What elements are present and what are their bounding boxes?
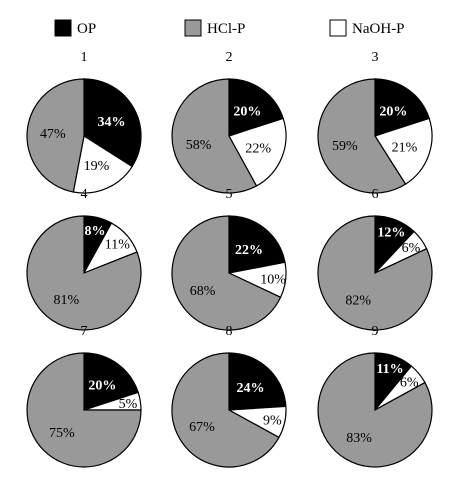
pie-2-slice-op bbox=[228, 78, 284, 137]
pie-3-label-naoh-p: 21% bbox=[392, 141, 418, 156]
pie-8-label-hcl-p: 67% bbox=[189, 420, 215, 435]
panel-label-5: 5 bbox=[226, 187, 233, 202]
pie-2-label-naoh-p: 22% bbox=[245, 142, 271, 157]
pie-4-slice-hcl-p bbox=[26, 215, 142, 331]
pie-2-slice-naoh-p bbox=[228, 117, 287, 187]
pie-panel-1: 1 34% 19% 47% bbox=[26, 50, 142, 194]
pie-1-slice-naoh-p bbox=[72, 135, 133, 194]
panel-label-3: 3 bbox=[372, 50, 379, 65]
pie-4-label-naoh-p: 11% bbox=[105, 238, 130, 253]
pie-4-label-hcl-p: 81% bbox=[54, 293, 80, 308]
pie-6-label-op: 12% bbox=[377, 226, 405, 241]
pie-panel-7: 7 20%5% 75% bbox=[26, 324, 142, 468]
pie-8-label-naoh-p: 9% bbox=[263, 414, 282, 429]
pie-9-slice-hcl-p bbox=[317, 352, 433, 468]
pie-7-label-naoh-p: 5% bbox=[119, 397, 138, 412]
pie-8-slice-hcl-p bbox=[171, 352, 280, 468]
pie-5-slice-hcl-p bbox=[171, 215, 282, 331]
panel-label-6: 6 bbox=[372, 187, 379, 202]
pie-6-label-hcl-p: 82% bbox=[345, 293, 371, 308]
pie-2-slice-hcl-p bbox=[171, 78, 258, 194]
legend-swatch-naoh-p bbox=[329, 19, 347, 37]
pie-panel-8: 8 24% 9% 67% bbox=[171, 324, 287, 468]
pie-2-label-hcl-p: 58% bbox=[186, 138, 212, 153]
pie-9-label-hcl-p: 83% bbox=[346, 431, 372, 446]
pie-6-label-naoh-p: 6% bbox=[402, 241, 421, 256]
panel-label-4: 4 bbox=[81, 187, 88, 202]
panel-label-8: 8 bbox=[226, 324, 233, 339]
pie-9-label-op: 11% bbox=[376, 362, 403, 377]
legend-swatch-op bbox=[54, 19, 72, 37]
pie-1-slice-hcl-p bbox=[26, 78, 85, 193]
pie-7-label-op: 20% bbox=[88, 379, 116, 394]
pie-8-label-op: 24% bbox=[236, 381, 264, 396]
pie-3-slice-hcl-p bbox=[317, 78, 407, 194]
pie-1-label-naoh-p: 19% bbox=[84, 159, 110, 174]
legend-label-op: OP bbox=[77, 21, 96, 37]
pie-5-slice-op bbox=[228, 215, 286, 274]
pie-panel-9: 9 11%6% 83% bbox=[317, 324, 433, 468]
pie-3-slice-op bbox=[374, 78, 430, 137]
panel-label-1: 1 bbox=[81, 50, 88, 65]
pie-5-label-naoh-p: 10% bbox=[260, 273, 286, 288]
pie-3-label-hcl-p: 59% bbox=[332, 139, 358, 154]
pie-panel-6: 6 12%6% 82% bbox=[317, 187, 433, 331]
pie-1-label-hcl-p: 47% bbox=[40, 127, 66, 142]
pie-3-slice-naoh-p bbox=[374, 117, 433, 185]
pie-3-label-op: 20% bbox=[379, 105, 407, 120]
pie-panels: 134%19%47%220%22%58%320%21%59%48%11%81%5… bbox=[26, 50, 433, 468]
legend-label-naoh-p: NaOH-P bbox=[352, 21, 405, 37]
pie-5-label-op: 22% bbox=[235, 243, 263, 258]
pie-panel-2: 2 20% 22% 58% bbox=[171, 50, 287, 194]
legend: OP HCl-P NaOH-P bbox=[54, 19, 405, 37]
pie-9-label-naoh-p: 6% bbox=[400, 376, 419, 391]
pie-5-label-hcl-p: 68% bbox=[190, 284, 216, 299]
pie-7-label-hcl-p: 75% bbox=[49, 426, 75, 441]
pie-8-slice-op bbox=[228, 352, 287, 411]
pie-7-slice-hcl-p bbox=[26, 352, 142, 468]
pie-2-label-op: 20% bbox=[233, 105, 261, 120]
panel-label-7: 7 bbox=[81, 324, 88, 339]
legend-swatch-hcl-p bbox=[184, 19, 202, 37]
pie-7-slice-op bbox=[83, 352, 139, 411]
pie-6-slice-hcl-p bbox=[317, 215, 433, 331]
panel-label-9: 9 bbox=[372, 324, 379, 339]
pie-4-label-op: 8% bbox=[85, 224, 106, 239]
legend-label-hcl-p: HCl-P bbox=[207, 21, 245, 37]
pie-panel-5: 5 22% 10% 68% bbox=[171, 187, 287, 331]
pie-panel-3: 3 20% 21% 59% bbox=[317, 50, 433, 194]
pie-1-label-op: 34% bbox=[97, 115, 125, 130]
pie-panel-4: 4 8%11% 81% bbox=[26, 187, 142, 331]
panel-label-2: 2 bbox=[226, 50, 233, 65]
